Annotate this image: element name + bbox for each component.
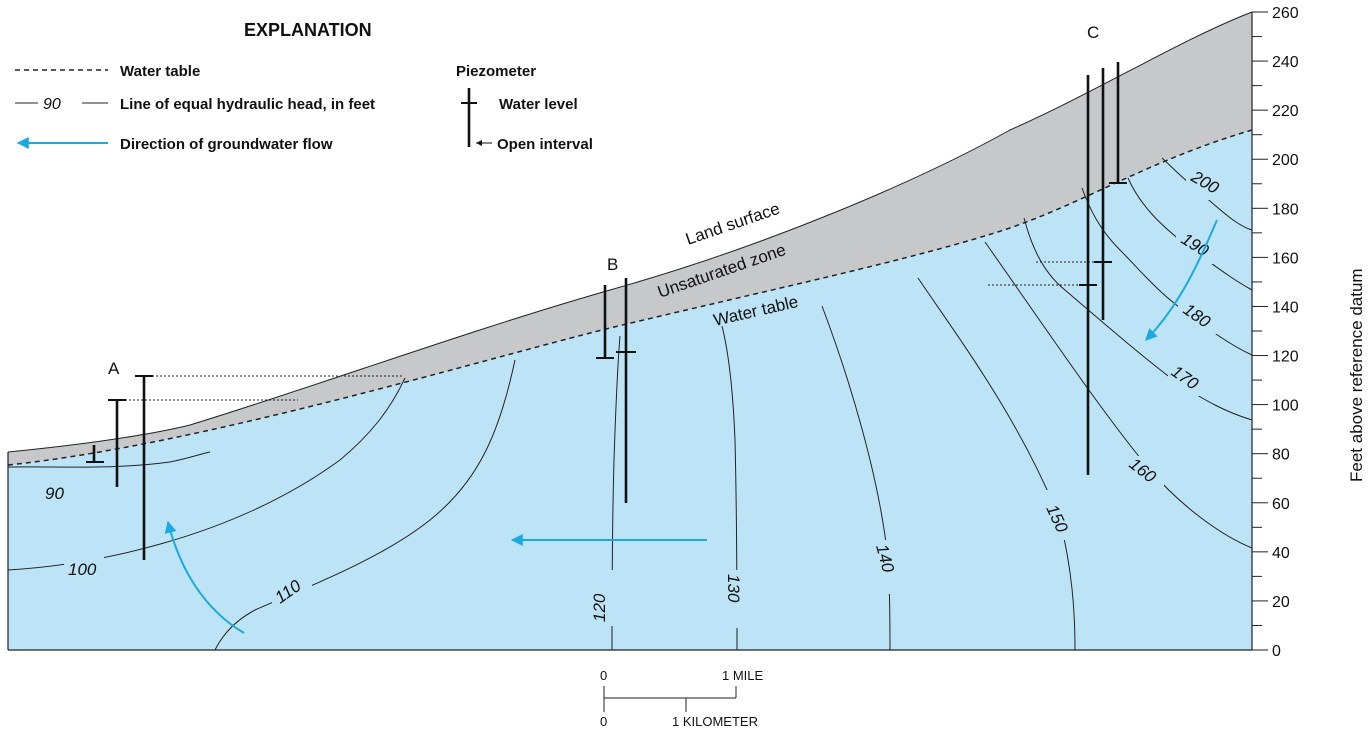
contour-labels: 90 100 110 120 130 140 150 160 170 180 1… xyxy=(40,167,1228,628)
y-axis-tick-label: 260 xyxy=(1272,5,1299,22)
legend-water-table-label: Water table xyxy=(120,63,200,80)
y-axis-ticks xyxy=(1252,11,1268,651)
piezometers xyxy=(86,62,1127,560)
contour-label-100: 100 xyxy=(68,560,97,579)
y-axis-tick-label: 240 xyxy=(1272,54,1299,71)
scale-mile-zero: 0 xyxy=(600,668,607,683)
legend-equal-head-label: Line of equal hydraulic head, in feet xyxy=(120,96,375,113)
legend-open-interval-label: Open interval xyxy=(497,136,593,153)
y-axis-tick-label: 100 xyxy=(1272,398,1299,415)
site-b-label: B xyxy=(607,255,618,274)
flow-arrow-right-descend xyxy=(1145,219,1218,341)
y-axis-tick-label: 140 xyxy=(1272,299,1299,316)
scale-bar: 0 1 MILE 0 1 KILOMETER xyxy=(600,668,764,729)
y-axis-title: Feet above reference datum xyxy=(1347,268,1366,482)
y-axis-tick-label: 120 xyxy=(1272,349,1299,366)
y-axis-tick-label: 80 xyxy=(1272,447,1290,464)
legend-title: EXPLANATION xyxy=(244,20,372,40)
flow-arrow-left-rise xyxy=(164,520,245,634)
y-axis-tick-label: 180 xyxy=(1272,201,1299,218)
legend-head-sample: 90 xyxy=(43,96,61,113)
contour-180 xyxy=(1081,187,1253,356)
y-axis-tick-label: 160 xyxy=(1272,250,1299,267)
legend: EXPLANATION Water table 90 Line of equal… xyxy=(15,20,593,153)
y-axis-tick-label: 220 xyxy=(1272,103,1299,120)
water-level-projections xyxy=(117,261,1103,401)
flow-arrows xyxy=(164,219,1218,634)
legend-piezometer-title: Piezometer xyxy=(456,63,536,80)
legend-flow-label: Direction of groundwater flow xyxy=(120,136,333,153)
scale-mile-label: 1 MILE xyxy=(722,668,764,683)
site-a-label: A xyxy=(108,359,120,378)
y-axis-tick-label: 0 xyxy=(1272,643,1281,660)
contour-170 xyxy=(1023,217,1253,421)
y-axis-tick-label: 40 xyxy=(1272,545,1290,562)
contour-label-130: 130 xyxy=(724,574,743,603)
land-surface-line xyxy=(7,11,1253,453)
y-axis-tick-label: 200 xyxy=(1272,152,1299,169)
saturated-zone xyxy=(8,130,1252,650)
y-axis-tick-label: 20 xyxy=(1272,594,1290,611)
contour-label-120: 120 xyxy=(590,593,609,622)
scale-km-label: 1 KILOMETER xyxy=(672,714,758,729)
contour-140 xyxy=(821,305,891,651)
site-c-label: C xyxy=(1087,23,1099,42)
contour-160 xyxy=(984,241,1253,549)
contour-90 xyxy=(7,451,211,468)
scale-km-zero: 0 xyxy=(600,714,607,729)
legend-water-level-label: Water level xyxy=(499,96,578,113)
contour-label-90: 90 xyxy=(45,484,64,503)
y-axis-tick-label: 60 xyxy=(1272,496,1290,513)
contour-110 xyxy=(214,359,516,651)
